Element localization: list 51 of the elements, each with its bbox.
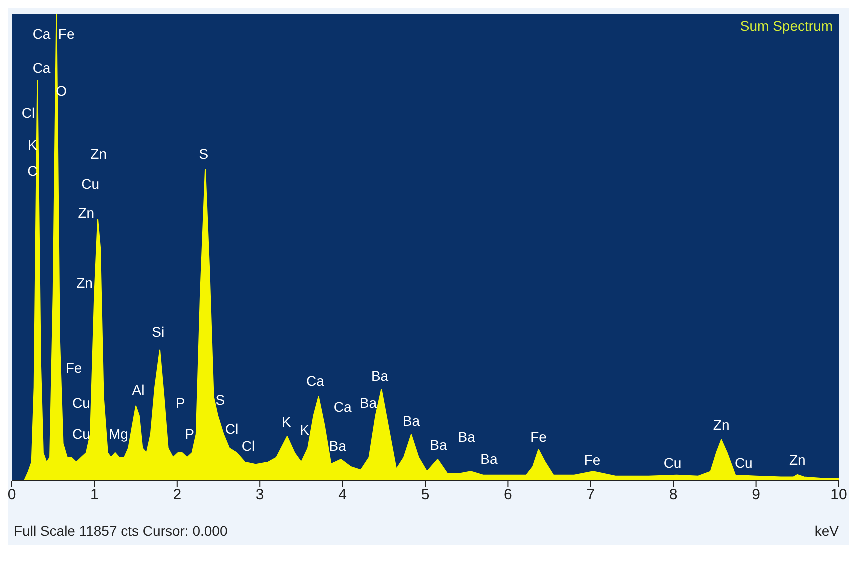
annotation: Ca xyxy=(32,60,51,76)
annotation: Ba xyxy=(402,413,420,430)
annotation: S xyxy=(199,146,209,162)
x-tick-label: 1 xyxy=(90,486,99,504)
annotation: Ba xyxy=(371,368,389,384)
annotation: Cu xyxy=(72,426,90,442)
annotation: Cu xyxy=(82,176,100,192)
x-tick-label: 0 xyxy=(8,486,16,504)
annotation: Zn xyxy=(90,146,107,162)
annotation: P xyxy=(176,394,186,411)
x-tick-label: 9 xyxy=(752,486,760,504)
annotation: Ba xyxy=(360,394,377,411)
annotation: K xyxy=(300,422,310,438)
annotation: Al xyxy=(132,382,145,398)
annotation: Zn xyxy=(789,452,806,468)
annotation: Cl xyxy=(225,420,239,437)
x-tick-label: 5 xyxy=(421,486,430,504)
annotation: Si xyxy=(152,324,165,340)
x-tick-label: 8 xyxy=(669,486,678,504)
text: Full Scale 11857 cts Cursor: 0.000 xyxy=(14,523,228,539)
chart-title: Sum Spectrum xyxy=(740,18,833,34)
annotation: Zn xyxy=(76,274,93,291)
annotation: Cl xyxy=(242,438,256,454)
annotation: Fe xyxy=(584,452,601,468)
x-tick-label: 2 xyxy=(173,486,182,504)
annotation: K xyxy=(282,414,292,430)
x-tick-label: 7 xyxy=(586,486,596,504)
annotation: S xyxy=(216,392,226,408)
x-axis-title: keV xyxy=(814,523,839,539)
annotation: Ca xyxy=(306,372,324,389)
annotation: Zn xyxy=(713,416,730,433)
annotation: Fe xyxy=(58,26,75,42)
annotation: Fe xyxy=(66,360,82,376)
annotation: Ca xyxy=(334,399,352,416)
x-tick-label: 6 xyxy=(504,486,512,504)
annotation: Ba xyxy=(480,450,498,467)
annotation: Ba xyxy=(430,436,448,453)
annotation: Ba xyxy=(458,428,476,445)
annotation: Mg xyxy=(108,426,128,442)
x-tick-label: 3 xyxy=(256,486,264,504)
annotation: Cu xyxy=(734,455,753,472)
annotation: Fe xyxy=(530,428,547,445)
annotation: Cu xyxy=(664,455,682,472)
annotation: Ba xyxy=(329,438,346,454)
annotation: Cu xyxy=(72,394,90,411)
annotation: P xyxy=(185,426,194,442)
annotation: Zn xyxy=(78,205,95,222)
x-tick-label: 4 xyxy=(338,486,347,504)
x-tick-label: 10 xyxy=(830,486,848,504)
annotation: Ca xyxy=(32,26,51,42)
annotation: Cl xyxy=(22,104,36,121)
